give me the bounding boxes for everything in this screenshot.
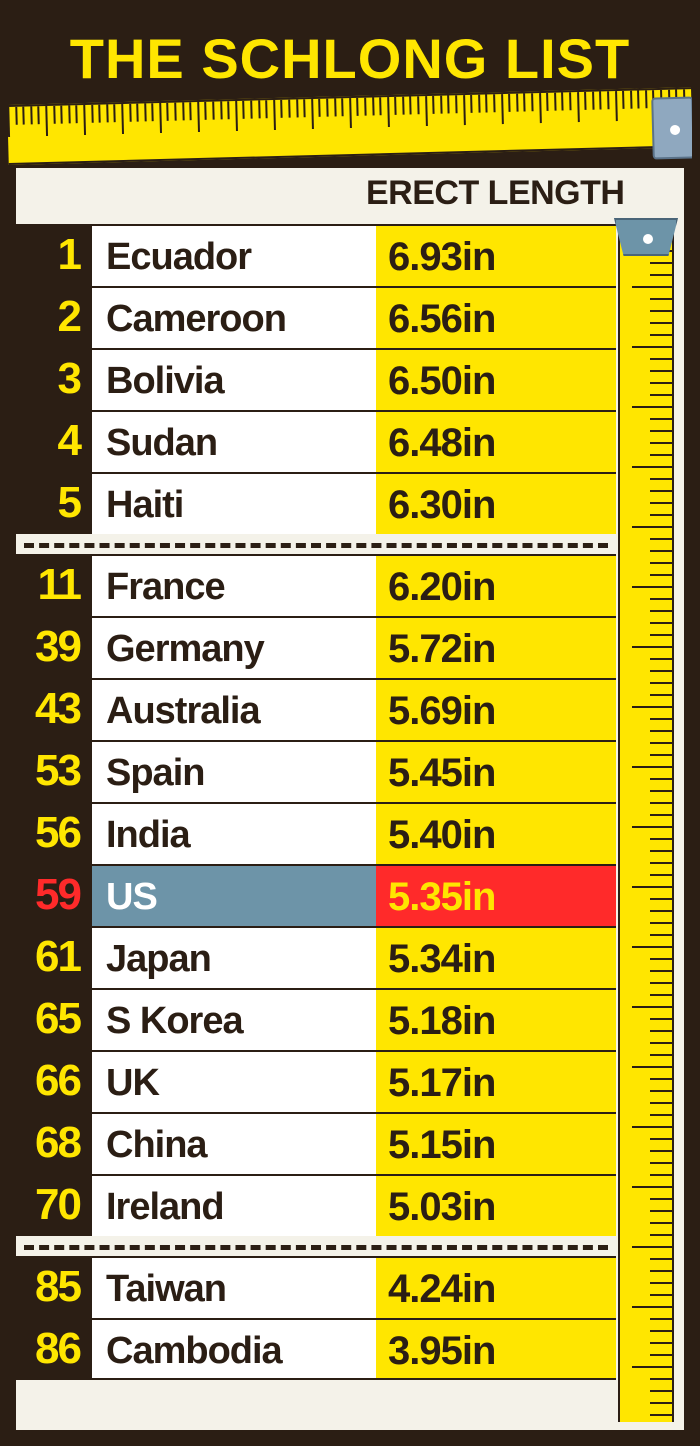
rank-cell: 1 bbox=[16, 224, 92, 286]
table-row: 61Japan5.34in bbox=[16, 926, 616, 988]
value-cell: 6.30in bbox=[376, 472, 616, 534]
country-cell: Japan bbox=[92, 926, 376, 988]
value-cell: 6.56in bbox=[376, 286, 616, 348]
table-row: 59US5.35in bbox=[16, 864, 616, 926]
vertical-tape bbox=[618, 226, 674, 1422]
rank-cell: 53 bbox=[16, 740, 92, 802]
value-cell: 6.50in bbox=[376, 348, 616, 410]
value-cell: 5.35in bbox=[376, 864, 616, 926]
rank-cell: 43 bbox=[16, 678, 92, 740]
content-area: ERECT LENGTH 1Ecuador6.93in2Cameroon6.56… bbox=[16, 168, 684, 1430]
country-cell: Sudan bbox=[92, 410, 376, 472]
value-cell: 6.48in bbox=[376, 410, 616, 472]
table-row: 1Ecuador6.93in bbox=[16, 224, 616, 286]
group-divider bbox=[16, 1236, 616, 1256]
country-cell: India bbox=[92, 802, 376, 864]
rank-cell: 56 bbox=[16, 802, 92, 864]
table-row: 86Cambodia3.95in bbox=[16, 1318, 616, 1380]
country-cell: Spain bbox=[92, 740, 376, 802]
value-cell: 5.45in bbox=[376, 740, 616, 802]
rank-cell: 2 bbox=[16, 286, 92, 348]
rank-cell: 70 bbox=[16, 1174, 92, 1236]
rank-cell: 59 bbox=[16, 864, 92, 926]
value-cell: 5.15in bbox=[376, 1112, 616, 1174]
table-row: 56India5.40in bbox=[16, 802, 616, 864]
country-cell: Ireland bbox=[92, 1174, 376, 1236]
value-cell: 4.24in bbox=[376, 1256, 616, 1318]
table-row: 68China5.15in bbox=[16, 1112, 616, 1174]
country-cell: Haiti bbox=[92, 472, 376, 534]
table-row: 5Haiti6.30in bbox=[16, 472, 616, 534]
rank-cell: 85 bbox=[16, 1256, 92, 1318]
horizontal-tape bbox=[8, 105, 692, 175]
rank-cell: 11 bbox=[16, 554, 92, 616]
tape-end-vertical-icon bbox=[614, 218, 678, 256]
table-row: 65S Korea5.18in bbox=[16, 988, 616, 1050]
table-row: 43Australia5.69in bbox=[16, 678, 616, 740]
value-cell: 5.40in bbox=[376, 802, 616, 864]
value-cell: 3.95in bbox=[376, 1318, 616, 1380]
table-row: 2Cameroon6.56in bbox=[16, 286, 616, 348]
country-cell: France bbox=[92, 554, 376, 616]
rank-cell: 68 bbox=[16, 1112, 92, 1174]
value-cell: 5.03in bbox=[376, 1174, 616, 1236]
country-cell: Cameroon bbox=[92, 286, 376, 348]
country-cell: Cambodia bbox=[92, 1318, 376, 1380]
country-cell: US bbox=[92, 864, 376, 926]
rank-cell: 66 bbox=[16, 1050, 92, 1112]
country-cell: UK bbox=[92, 1050, 376, 1112]
rank-cell: 86 bbox=[16, 1318, 92, 1380]
rank-cell: 61 bbox=[16, 926, 92, 988]
table-row: 85Taiwan4.24in bbox=[16, 1256, 616, 1318]
table-row: 53Spain5.45in bbox=[16, 740, 616, 802]
table-row: 11France6.20in bbox=[16, 554, 616, 616]
value-cell: 5.72in bbox=[376, 616, 616, 678]
table-row: 4Sudan6.48in bbox=[16, 410, 616, 472]
country-cell: China bbox=[92, 1112, 376, 1174]
value-cell: 6.93in bbox=[376, 224, 616, 286]
table-row: 66UK5.17in bbox=[16, 1050, 616, 1112]
tape-end-icon bbox=[651, 96, 695, 159]
table-row: 3Bolivia6.50in bbox=[16, 348, 616, 410]
value-cell: 5.69in bbox=[376, 678, 616, 740]
infographic-container: THE SCHLONG LIST ERECT LENGTH 1Ecuador6.… bbox=[0, 0, 700, 1446]
column-header: ERECT LENGTH bbox=[366, 174, 624, 213]
rank-cell: 4 bbox=[16, 410, 92, 472]
value-cell: 5.18in bbox=[376, 988, 616, 1050]
country-cell: Ecuador bbox=[92, 224, 376, 286]
table-row: 70Ireland5.03in bbox=[16, 1174, 616, 1236]
rank-cell: 3 bbox=[16, 348, 92, 410]
data-table: 1Ecuador6.93in2Cameroon6.56in3Bolivia6.5… bbox=[16, 224, 616, 1430]
country-cell: Germany bbox=[92, 616, 376, 678]
rank-cell: 39 bbox=[16, 616, 92, 678]
value-cell: 6.20in bbox=[376, 554, 616, 616]
country-cell: Taiwan bbox=[92, 1256, 376, 1318]
country-cell: S Korea bbox=[92, 988, 376, 1050]
value-cell: 5.34in bbox=[376, 926, 616, 988]
country-cell: Bolivia bbox=[92, 348, 376, 410]
group-divider bbox=[16, 534, 616, 554]
rank-cell: 5 bbox=[16, 472, 92, 534]
country-cell: Australia bbox=[92, 678, 376, 740]
rank-cell: 65 bbox=[16, 988, 92, 1050]
table-row: 39Germany5.72in bbox=[16, 616, 616, 678]
value-cell: 5.17in bbox=[376, 1050, 616, 1112]
